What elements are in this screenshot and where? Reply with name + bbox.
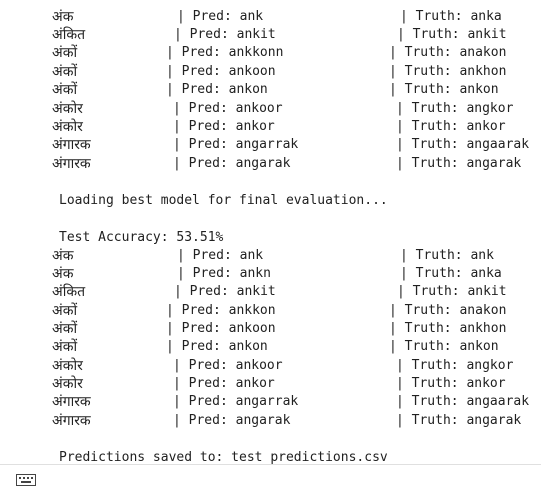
truth-text: | Truth: anka <box>400 9 502 24</box>
truth-text: | Truth: anakon <box>389 303 507 318</box>
source-word: अंगारक <box>52 156 91 172</box>
source-word: अंकोर <box>52 119 83 135</box>
source-word: अंक <box>52 248 74 264</box>
source-word: अंकों <box>52 64 78 80</box>
prediction-row: अंक | Pred: ankn | Truth: anka <box>0 265 541 283</box>
prediction-text: | Pred: ank <box>177 9 264 24</box>
prediction-text: | Pred: ankkon <box>166 303 276 318</box>
prediction-row: अंकोर | Pred: ankoor | Truth: angkor <box>0 357 541 375</box>
prediction-row: अंक | Pred: ank | Truth: ank <box>0 247 541 265</box>
source-word: अंकोर <box>52 376 83 392</box>
prediction-text: | Pred: ankon <box>166 82 268 97</box>
source-word: अंकोर <box>52 358 83 374</box>
prediction-text: | Pred: angarak <box>173 156 291 171</box>
prediction-text: | Pred: ankoon <box>166 64 276 79</box>
prediction-row: अंक | Pred: ank | Truth: anka <box>0 8 541 26</box>
source-word: अंकों <box>52 339 78 355</box>
truth-text: | Truth: ankor <box>396 376 506 391</box>
source-word: अंगारक <box>52 137 91 153</box>
prediction-row: अंकोर | Pred: ankor | Truth: ankor <box>0 375 541 393</box>
accuracy-message: Test Accuracy: 53.51% <box>59 230 224 245</box>
keyboard-icon[interactable] <box>16 474 36 486</box>
source-word: अंगारक <box>52 413 91 429</box>
prediction-row: अंगारक | Pred: angarrak | Truth: angaarak <box>0 393 541 411</box>
prediction-text: | Pred: ankit <box>174 27 276 42</box>
prediction-row: अंकों | Pred: ankoon | Truth: ankhon <box>0 320 541 338</box>
source-word: अंक <box>52 266 74 282</box>
truth-text: | Truth: angkor <box>396 101 514 116</box>
prediction-row: अंकों | Pred: ankkonn | Truth: anakon <box>0 44 541 62</box>
prediction-row: अंकों | Pred: ankkon | Truth: anakon <box>0 302 541 320</box>
truth-text: | Truth: ankon <box>389 82 499 97</box>
truth-text: | Truth: angarak <box>396 413 522 428</box>
prediction-row: अंगारक | Pred: angarak | Truth: angarak <box>0 412 541 430</box>
prediction-text: | Pred: ankkonn <box>166 45 284 60</box>
prediction-text: | Pred: ankoor <box>173 101 283 116</box>
prediction-row: अंकित | Pred: ankit | Truth: ankit <box>0 283 541 301</box>
truth-text: | Truth: ankit <box>397 27 507 42</box>
source-word: अंक <box>52 9 74 25</box>
source-word: अंकों <box>52 321 78 337</box>
truth-text: | Truth: anka <box>400 266 502 281</box>
status-bar <box>0 464 541 486</box>
prediction-row: अंकों | Pred: ankon | Truth: ankon <box>0 338 541 356</box>
truth-text: | Truth: angkor <box>396 358 514 373</box>
truth-text: | Truth: ank <box>400 248 494 263</box>
truth-text: | Truth: angaarak <box>396 137 530 152</box>
prediction-text: | Pred: ankit <box>174 284 276 299</box>
source-word: अंकों <box>52 45 78 61</box>
truth-text: | Truth: angaarak <box>396 394 530 409</box>
prediction-text: | Pred: ankoon <box>166 321 276 336</box>
truth-text: | Truth: ankhon <box>389 64 507 79</box>
saved-message: Predictions saved to: test predictions.c… <box>59 450 388 465</box>
prediction-text: | Pred: ankn <box>177 266 271 281</box>
prediction-text: | Pred: angarak <box>173 413 291 428</box>
prediction-text: | Pred: angarrak <box>173 137 299 152</box>
truth-text: | Truth: ankon <box>389 339 499 354</box>
prediction-text: | Pred: ankoor <box>173 358 283 373</box>
source-word: अंकों <box>52 303 78 319</box>
prediction-text: | Pred: ankor <box>173 119 275 134</box>
truth-text: | Truth: ankor <box>396 119 506 134</box>
prediction-row: अंगारक | Pred: angarak | Truth: angarak <box>0 155 541 173</box>
prediction-row: अंकोर | Pred: ankoor | Truth: angkor <box>0 100 541 118</box>
prediction-row: अंकोर | Pred: ankor | Truth: ankor <box>0 118 541 136</box>
prediction-text: | Pred: angarrak <box>173 394 299 409</box>
prediction-row: अंगारक | Pred: angarrak | Truth: angaarak <box>0 136 541 154</box>
prediction-text: | Pred: ankon <box>166 339 268 354</box>
truth-text: | Truth: anakon <box>389 45 507 60</box>
truth-text: | Truth: ankit <box>397 284 507 299</box>
source-word: अंकित <box>52 284 86 300</box>
source-word: अंगारक <box>52 394 91 410</box>
prediction-text: | Pred: ankor <box>173 376 275 391</box>
prediction-text: | Pred: ank <box>177 248 264 263</box>
prediction-row: अंकों | Pred: ankoon | Truth: ankhon <box>0 63 541 81</box>
source-word: अंकोर <box>52 101 83 117</box>
source-word: अंकित <box>52 27 86 43</box>
truth-text: | Truth: angarak <box>396 156 522 171</box>
prediction-row: अंकों | Pred: ankon | Truth: ankon <box>0 81 541 99</box>
prediction-row: अंकित | Pred: ankit | Truth: ankit <box>0 26 541 44</box>
source-word: अंकों <box>52 82 78 98</box>
loading-message: Loading best model for final evaluation.… <box>59 193 388 208</box>
truth-text: | Truth: ankhon <box>389 321 507 336</box>
